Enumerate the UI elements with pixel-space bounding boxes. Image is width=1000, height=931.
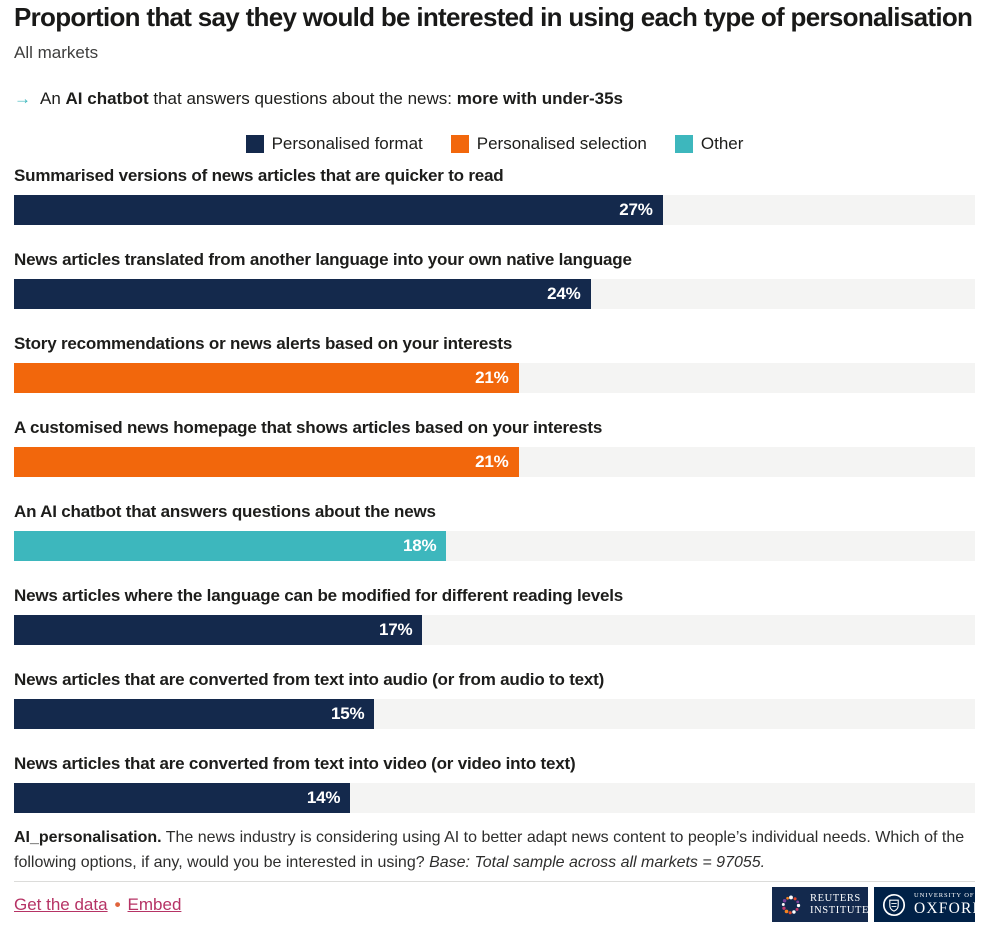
bar-value-label: 21%	[475, 451, 509, 471]
bar-fill: 18%	[14, 530, 447, 561]
footnote-question-text: The news industry is considering using A…	[14, 828, 965, 871]
bar-row: News articles translated from another la…	[14, 250, 975, 309]
callout-middle: that answers questions about the news:	[148, 88, 457, 108]
bar-category-label: News articles that are converted from te…	[14, 669, 605, 689]
footer-logos: REUTERS INSTITUTE UNIVERSITY OF OXFORD	[772, 887, 984, 923]
legend-swatch-icon	[450, 134, 469, 153]
bar-row: News articles that are converted from te…	[14, 754, 975, 813]
bar-category-label: Summarised versions of news articles tha…	[14, 165, 504, 185]
legend-item: Personalised format	[245, 133, 423, 154]
bar-value-label: 27%	[619, 199, 653, 219]
bar-fill: 27%	[14, 194, 663, 225]
reuters-dots-icon	[781, 895, 801, 915]
bar-value-label: 15%	[330, 703, 365, 723]
bar-value-label: 14%	[306, 787, 341, 807]
bar-category-label: An AI chatbot that answers questions abo…	[14, 501, 436, 521]
callout: → An AI chatbot that answers questions a…	[14, 89, 975, 109]
oxford-crest-icon	[882, 893, 906, 917]
bar-row: News articles that are converted from te…	[14, 670, 975, 729]
bar-value-label: 21%	[475, 367, 509, 387]
legend-label: Other	[700, 133, 744, 153]
callout-bold-under35s: more with under-35s	[456, 88, 623, 108]
bullet-separator: •	[114, 894, 121, 914]
bar-value-label: 18%	[403, 535, 437, 555]
bar-row: Summarised versions of news articles tha…	[14, 166, 975, 225]
legend-swatch-icon	[674, 134, 693, 153]
oxford-logo-text: UNIVERSITY OF OXFORD	[914, 892, 985, 918]
bar-fill: 14%	[14, 782, 351, 813]
reuters-logo-line1: REUTERS	[810, 893, 861, 905]
footnote-question-id: AI_personalisation.	[14, 828, 162, 846]
chart-legend: Personalised format Personalised selectio…	[14, 134, 975, 154]
oxford-logo-line1: UNIVERSITY OF	[914, 892, 975, 900]
bar-value-label: 17%	[378, 619, 413, 639]
bar-row: A customised news homepage that shows ar…	[14, 418, 975, 477]
legend-item: Personalised selection	[450, 133, 647, 154]
footnote-base-text: Base: Total sample across all markets = …	[429, 853, 766, 871]
bar-track: 24%	[14, 278, 975, 309]
footer-bar: Get the data • Embed	[14, 886, 984, 923]
bar-category-label: News articles translated from another la…	[14, 249, 632, 269]
bar-fill: 24%	[14, 278, 591, 309]
callout-bold-chatbot: AI chatbot	[65, 88, 149, 108]
get-the-data-link[interactable]: Get the data	[14, 894, 108, 914]
bar-fill: 21%	[14, 362, 519, 393]
legend-swatch-icon	[245, 134, 264, 153]
legend-item: Other	[674, 133, 744, 154]
reuters-logo-text: REUTERS INSTITUTE	[810, 893, 869, 917]
bar-row: Story recommendations or news alerts bas…	[14, 334, 975, 393]
bar-fill: 15%	[14, 698, 375, 729]
footnote: AI_personalisation. The news industry is…	[14, 826, 975, 876]
oxford-logo-line2: OXFORD	[914, 900, 985, 918]
bar-row: News articles where the language can be …	[14, 586, 975, 645]
chart-subtitle: All markets	[14, 42, 99, 62]
bar-track: 15%	[14, 698, 975, 729]
callout-text: An AI chatbot that answers questions abo…	[40, 89, 623, 109]
oxford-logo[interactable]: UNIVERSITY OF OXFORD	[874, 887, 984, 923]
bar-fill: 17%	[14, 614, 423, 645]
bar-category-label: News articles where the language can be …	[14, 585, 624, 605]
legend-label: Personalised selection	[476, 133, 647, 153]
bar-value-label: 24%	[547, 283, 581, 303]
reuters-logo-line2: INSTITUTE	[810, 904, 870, 916]
bar-track: 14%	[14, 782, 975, 813]
callout-prefix: An	[40, 88, 66, 108]
legend-label: Personalised format	[271, 133, 423, 153]
bar-category-label: Story recommendations or news alerts bas…	[14, 333, 513, 353]
footer-divider	[14, 881, 975, 883]
arrow-right-icon: →	[14, 88, 31, 108]
bar-fill: 21%	[14, 446, 519, 477]
bar-track: 18%	[14, 530, 975, 561]
reuters-institute-logo[interactable]: REUTERS INSTITUTE	[772, 887, 869, 923]
bar-row: An AI chatbot that answers questions abo…	[14, 502, 975, 561]
bar-chart: Summarised versions of news articles tha…	[14, 166, 975, 813]
page-title: Proportion that say they would be intere…	[14, 2, 973, 32]
bar-category-label: A customised news homepage that shows ar…	[14, 417, 603, 437]
footer-links: Get the data • Embed	[14, 895, 181, 915]
bar-track: 21%	[14, 362, 975, 393]
embed-link[interactable]: Embed	[127, 894, 182, 914]
bar-track: 27%	[14, 194, 975, 225]
bar-category-label: News articles that are converted from te…	[14, 753, 576, 773]
bar-track: 21%	[14, 446, 975, 477]
bar-track: 17%	[14, 614, 975, 645]
